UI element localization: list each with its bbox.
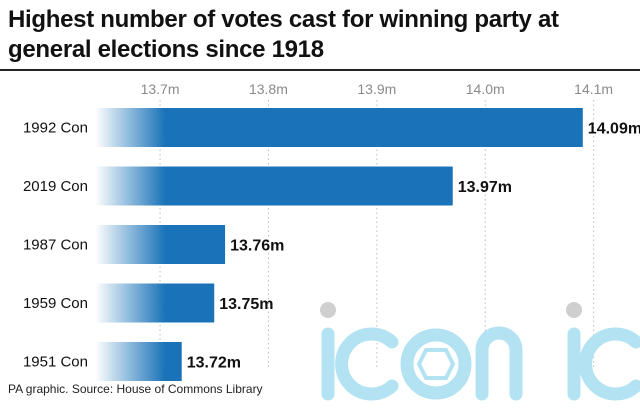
category-label: 1992 Con: [23, 120, 88, 137]
category-label: 1951 Con: [23, 354, 88, 371]
x-tick-label: 13.7m: [141, 81, 180, 97]
value-label: 13.72m: [187, 355, 241, 372]
bar: [95, 108, 583, 147]
title-rule: [0, 69, 640, 71]
x-tick-label: 14.0m: [466, 81, 505, 97]
chart-title: Highest number of votes cast for winning…: [8, 6, 559, 63]
bars: 1992 Con 14.09m 2019 Con 13.97m 1987 Con 13.7…: [23, 108, 640, 381]
value-label: 13.76m: [230, 238, 284, 255]
iconic-logo: [320, 302, 640, 401]
x-tick-label: 13.8m: [249, 81, 288, 97]
x-tick-labels: 13.7m 13.8m 13.9m 14.0m 14.1m: [141, 81, 614, 97]
value-label: 13.75m: [219, 296, 273, 313]
category-label: 1987 Con: [23, 237, 88, 254]
category-label: 1959 Con: [23, 295, 88, 312]
x-tick-label: 14.1m: [574, 81, 613, 97]
bar: [95, 342, 182, 381]
bar: [95, 283, 215, 323]
watermark-dot-right: [566, 302, 582, 318]
value-label: 14.09m: [588, 121, 640, 138]
bar: [95, 166, 453, 206]
iconic-watermark: [318, 298, 640, 408]
value-label: 13.97m: [458, 179, 512, 196]
source-note: PA graphic. Source: House of Commons Lib…: [8, 382, 263, 396]
category-label: 2019 Con: [23, 178, 88, 195]
x-tick-label: 13.9m: [357, 81, 396, 97]
bar: [95, 225, 226, 264]
watermark-dot-left: [320, 302, 336, 318]
